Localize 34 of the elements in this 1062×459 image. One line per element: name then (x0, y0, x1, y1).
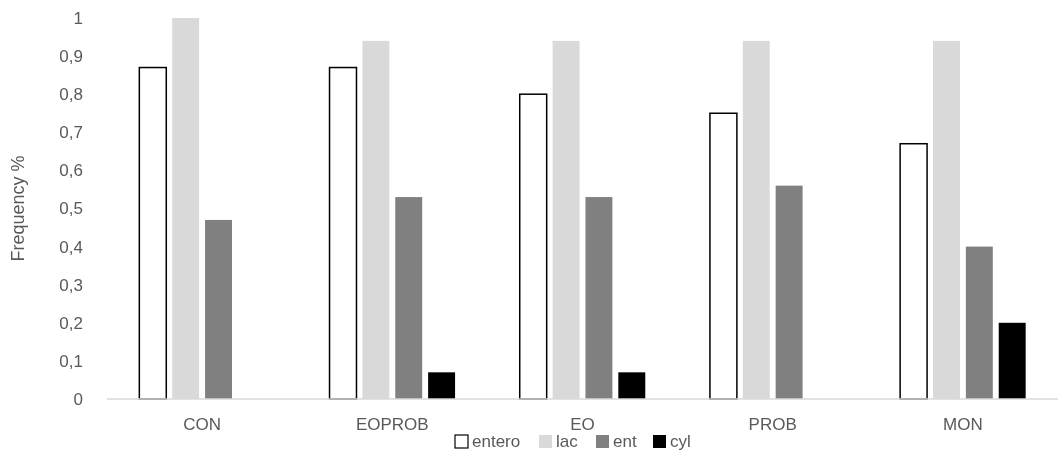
x-tick-label: MON (943, 415, 983, 434)
x-tick-label: EOPROB (355, 415, 429, 434)
y-tick-label: 0,3 (59, 275, 83, 295)
bar (709, 112, 738, 400)
bar (585, 197, 613, 399)
y-tick-label: 0,1 (59, 351, 83, 371)
bar (205, 219, 232, 399)
bar (138, 66, 168, 400)
y-tick-label: 0,8 (59, 85, 83, 105)
y-tick-label: 0,5 (59, 199, 83, 219)
y-tick-label: 0,9 (59, 47, 83, 67)
x-tick-label: CON (183, 415, 221, 434)
x-tick-label: EO (570, 415, 595, 434)
x-tick-label: PROB (748, 415, 797, 434)
y-tick-label: 0,6 (59, 161, 83, 181)
bar (428, 372, 456, 399)
legend-label: cyl (670, 432, 691, 451)
legend-label: ent (613, 432, 637, 451)
bar (328, 66, 358, 400)
bar (775, 185, 803, 399)
bar (965, 246, 993, 399)
y-tick-label: 0,2 (59, 313, 83, 333)
bar (395, 197, 423, 399)
y-axis-title: Frequency % (8, 155, 28, 262)
bar (518, 93, 548, 400)
bar (998, 322, 1026, 399)
bar (618, 372, 646, 399)
y-tick-label: 0,4 (59, 237, 83, 257)
bar (899, 142, 928, 400)
y-tick-label: 0 (73, 389, 83, 409)
y-tick-label: 0,7 (59, 123, 83, 143)
y-tick-label: 1 (73, 8, 83, 28)
legend-label: lac (556, 432, 579, 451)
legend-label: entero (472, 432, 521, 451)
